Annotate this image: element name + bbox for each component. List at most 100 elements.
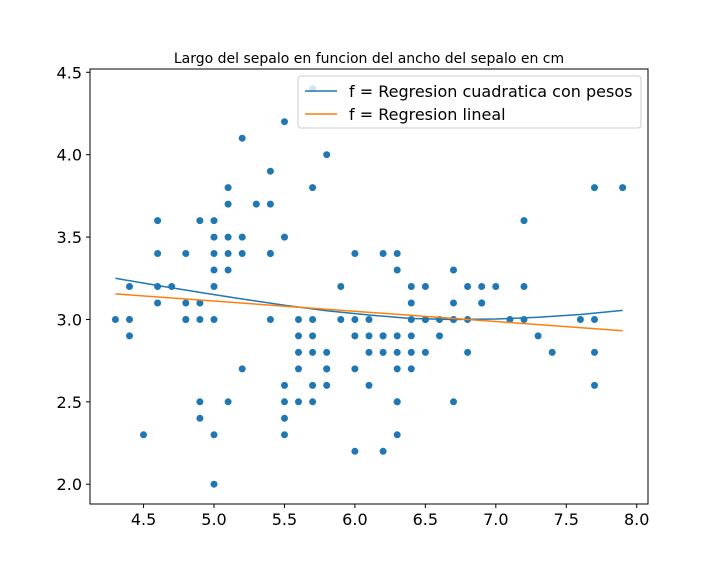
data-point bbox=[140, 431, 147, 439]
data-point bbox=[224, 200, 232, 208]
data-point bbox=[224, 184, 232, 192]
data-point bbox=[393, 431, 401, 439]
data-point bbox=[379, 332, 387, 340]
data-points bbox=[111, 85, 627, 488]
data-point bbox=[281, 118, 288, 126]
data-point bbox=[182, 316, 190, 323]
data-point bbox=[266, 200, 274, 208]
plot-frame bbox=[89, 68, 649, 505]
y-tick-label: 4.0 bbox=[57, 146, 82, 165]
data-point bbox=[351, 365, 359, 373]
data-point bbox=[210, 480, 218, 488]
data-point bbox=[464, 283, 472, 290]
data-point bbox=[210, 266, 218, 274]
data-point bbox=[266, 167, 274, 175]
data-point bbox=[393, 250, 401, 257]
x-tick-label: 7.0 bbox=[483, 510, 508, 529]
data-point bbox=[393, 266, 401, 274]
data-point bbox=[351, 250, 359, 257]
data-point bbox=[323, 348, 331, 356]
data-point bbox=[210, 250, 218, 257]
data-point bbox=[323, 365, 331, 373]
data-point bbox=[464, 348, 472, 356]
data-point bbox=[379, 250, 387, 257]
data-point bbox=[407, 283, 415, 290]
data-point bbox=[450, 266, 457, 274]
data-point bbox=[238, 134, 246, 142]
data-point bbox=[210, 316, 218, 323]
data-point bbox=[111, 316, 119, 323]
data-point bbox=[534, 332, 542, 340]
data-point bbox=[393, 365, 401, 373]
data-point bbox=[281, 431, 288, 439]
data-point bbox=[351, 447, 359, 455]
data-point bbox=[210, 431, 218, 439]
data-point bbox=[252, 200, 260, 208]
data-point bbox=[295, 365, 302, 373]
data-point bbox=[407, 316, 415, 323]
data-point bbox=[450, 299, 457, 307]
data-point bbox=[295, 332, 302, 340]
data-point bbox=[323, 151, 331, 159]
data-point bbox=[154, 250, 162, 257]
data-point bbox=[365, 332, 373, 340]
y-tick-label: 3.5 bbox=[57, 228, 82, 247]
data-point bbox=[238, 250, 246, 257]
data-point bbox=[591, 381, 598, 389]
regression-lines bbox=[115, 277, 623, 332]
data-point bbox=[309, 184, 317, 192]
y-tick-label: 4.5 bbox=[57, 63, 82, 82]
data-point bbox=[126, 316, 133, 323]
data-point bbox=[478, 299, 486, 307]
data-point bbox=[281, 381, 288, 389]
data-point bbox=[196, 299, 204, 307]
data-point bbox=[436, 332, 443, 340]
data-point bbox=[407, 348, 415, 356]
linear-regression-line bbox=[115, 293, 623, 332]
data-point bbox=[224, 398, 232, 406]
data-point bbox=[295, 316, 302, 323]
y-axis-ticks: 2.0 2.5 3.0 3.5 4.0 4.5 bbox=[57, 63, 90, 494]
legend: f = Regresion cuadratica con pesos f = Re… bbox=[297, 75, 642, 129]
data-point bbox=[407, 299, 415, 307]
data-point bbox=[210, 217, 218, 225]
data-point bbox=[591, 348, 598, 356]
data-point bbox=[196, 217, 204, 225]
data-point bbox=[154, 217, 162, 225]
data-point bbox=[238, 365, 246, 373]
data-point bbox=[126, 283, 133, 290]
data-point bbox=[196, 316, 204, 323]
data-point bbox=[196, 398, 204, 406]
data-point bbox=[309, 398, 317, 406]
data-point bbox=[182, 299, 190, 307]
data-point bbox=[196, 414, 204, 422]
x-tick-label: 4.5 bbox=[131, 510, 156, 529]
data-point bbox=[210, 233, 218, 241]
data-point bbox=[281, 233, 288, 241]
legend-label: f = Regresion cuadratica con pesos bbox=[349, 82, 632, 101]
data-point bbox=[393, 332, 401, 340]
data-point bbox=[492, 283, 500, 290]
x-tick-label: 5.0 bbox=[201, 510, 226, 529]
y-tick-label: 2.0 bbox=[57, 475, 82, 494]
data-point bbox=[407, 332, 415, 340]
data-point bbox=[379, 447, 387, 455]
data-point bbox=[210, 283, 218, 290]
data-point bbox=[323, 381, 331, 389]
chart-title: Largo del sepalo en funcion del ancho de… bbox=[174, 51, 564, 67]
data-point bbox=[365, 381, 373, 389]
data-point bbox=[309, 381, 317, 389]
data-point bbox=[224, 266, 232, 274]
data-point bbox=[365, 348, 373, 356]
data-point bbox=[238, 233, 246, 241]
data-point bbox=[224, 250, 232, 257]
data-point bbox=[393, 348, 401, 356]
data-point bbox=[407, 365, 415, 373]
quadratic-regression-line bbox=[115, 277, 623, 321]
data-point bbox=[281, 398, 288, 406]
data-point bbox=[154, 299, 162, 307]
data-point bbox=[351, 316, 359, 323]
data-point bbox=[126, 332, 133, 340]
data-point bbox=[591, 316, 598, 323]
